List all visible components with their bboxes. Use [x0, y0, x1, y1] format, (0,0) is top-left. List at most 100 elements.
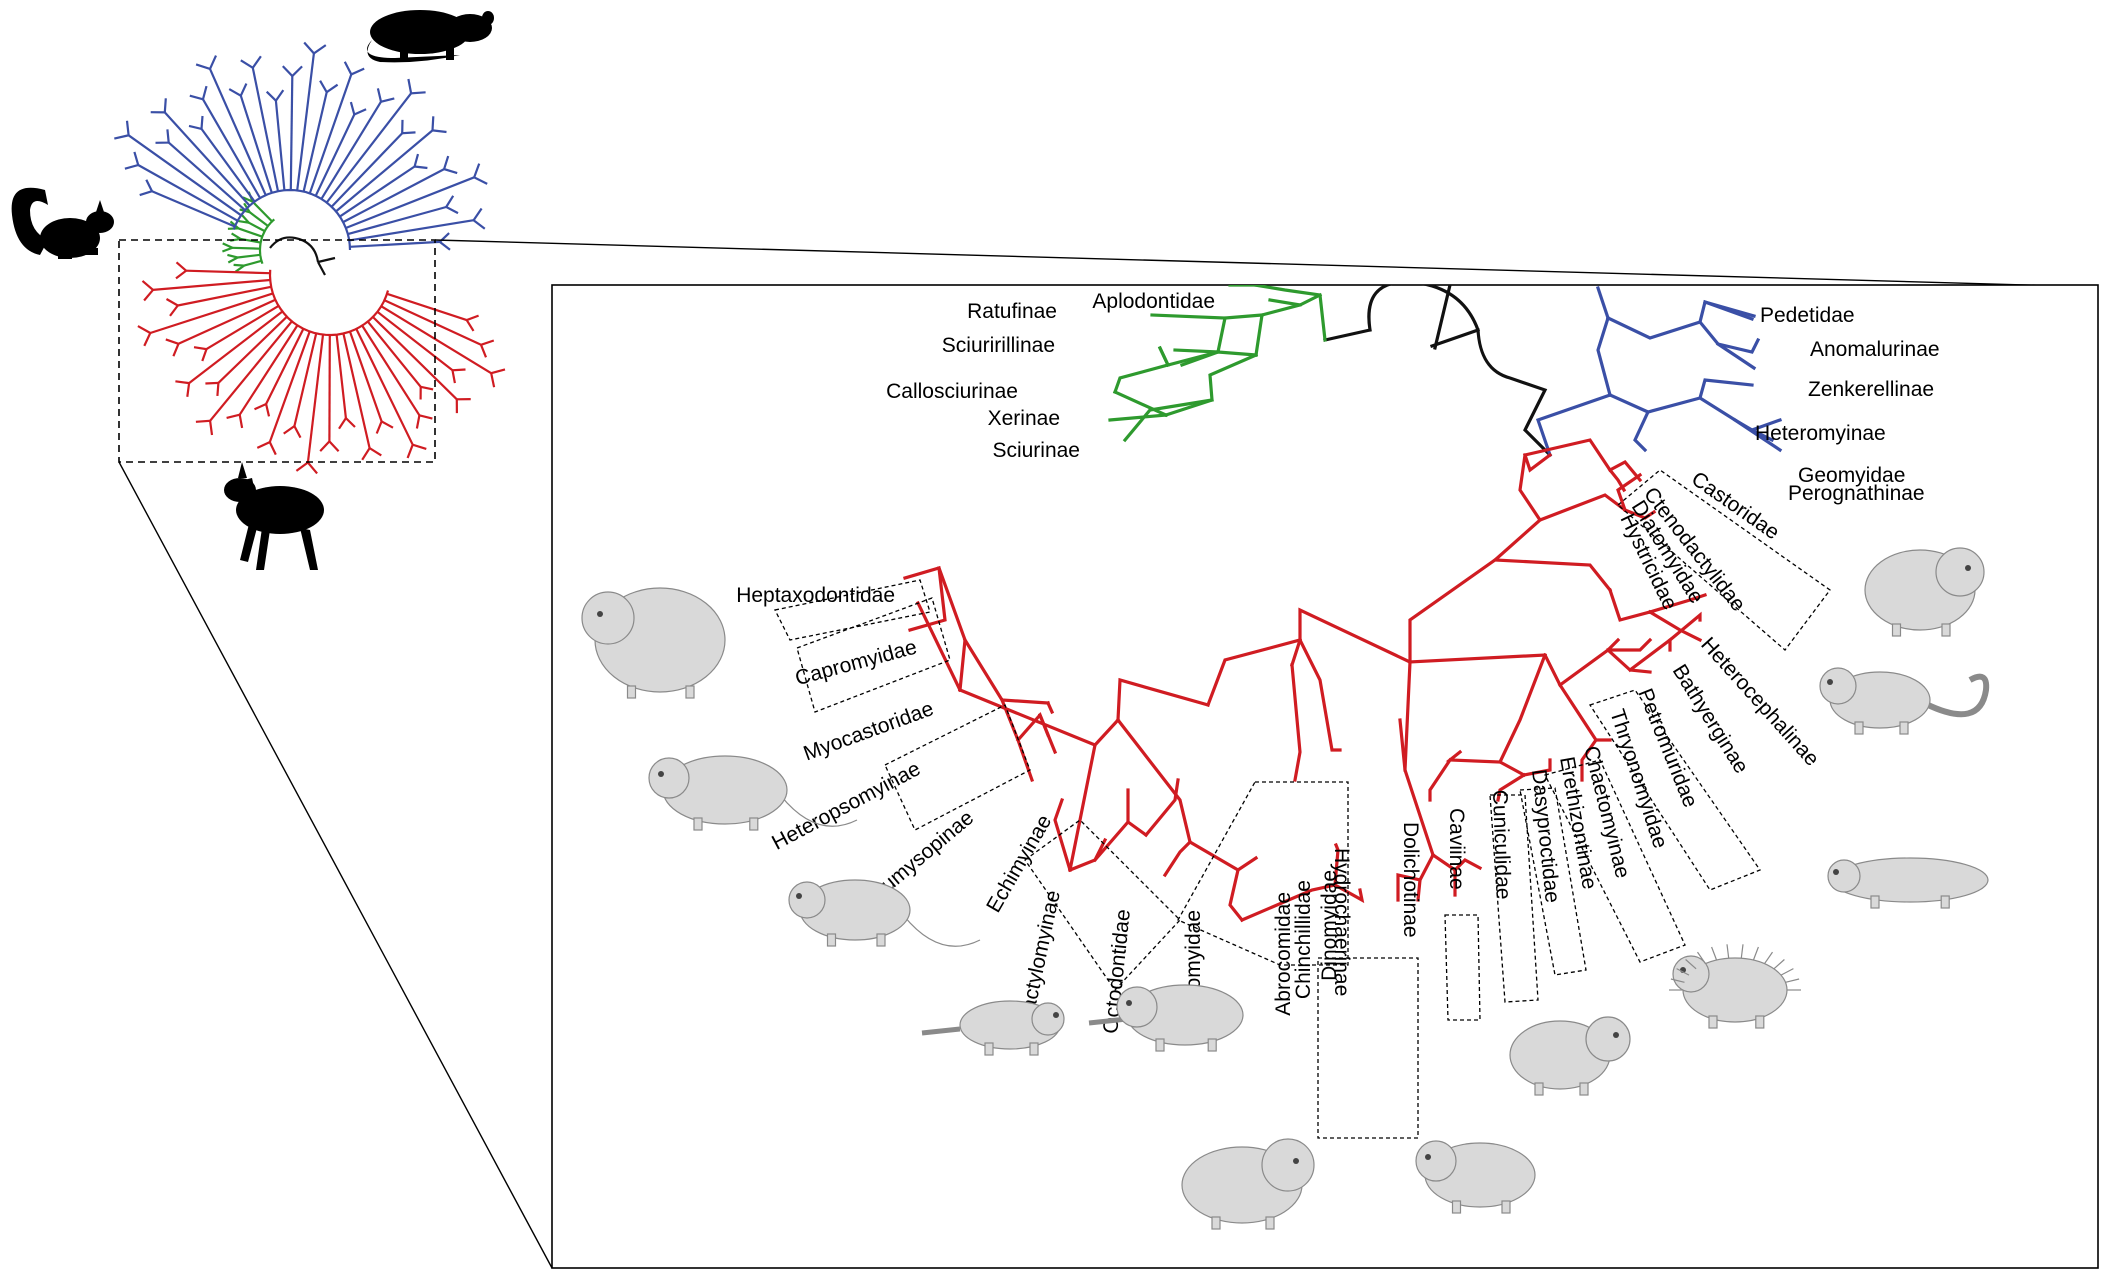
castorimorpha-branch — [1749, 427, 1775, 443]
hystricomorpha-branch — [1297, 637, 1342, 752]
taxon-label: Sciuririllinae — [942, 334, 1055, 357]
box-capromyidae — [774, 579, 931, 641]
overview-castorimorpha — [342, 168, 445, 224]
hystricomorpha-branch — [1496, 772, 1527, 802]
hystricomorpha-branch — [1239, 883, 1337, 923]
overview-hystricomorpha — [209, 320, 293, 422]
hystricomorpha-branch — [957, 687, 1098, 748]
overview-castorimorpha — [202, 98, 261, 199]
overview-castorimorpha — [303, 41, 327, 55]
illustration-porcupine — [1669, 944, 1801, 1029]
overview-hystricomorpha — [238, 324, 299, 416]
overview-castorimorpha — [431, 116, 447, 134]
squirrel-silhouette-icon — [11, 187, 114, 259]
sciuromorpha-branch — [1157, 345, 1171, 368]
overview-hystricomorpha — [455, 398, 471, 414]
taxon-label: Zenkerellinae — [1808, 378, 1934, 401]
overview-hystricomorpha — [489, 368, 506, 388]
illustration-spiny-rat — [788, 879, 981, 947]
overview-hystricomorpha — [188, 310, 284, 384]
sciuromorpha-branch — [1108, 413, 1168, 422]
castorimorpha-branch — [1703, 300, 1756, 318]
overview-castorimorpha — [274, 100, 286, 191]
illustration-gundi — [1864, 547, 1985, 637]
hystricomorpha-branch — [1228, 868, 1245, 923]
hystricomorpha-branch — [1332, 882, 1365, 904]
castorimorpha-branch — [1535, 392, 1613, 458]
overview-castorimorpha — [330, 132, 403, 208]
overview-hystricomorpha — [376, 310, 454, 372]
overview-sciuromorpha — [238, 214, 252, 225]
hystricomorpha-branch — [1333, 842, 1340, 887]
overview-castorimorpha — [320, 101, 382, 200]
taxon-label: Aplodontidae — [1092, 290, 1215, 313]
overview-hystricomorpha — [137, 325, 152, 347]
overview-hystricomorpha — [342, 333, 371, 449]
overview-hystricomorpha — [415, 413, 433, 429]
hystricomorpha-branch — [1205, 638, 1302, 708]
overview-castorimorpha — [232, 188, 352, 251]
hystricomorpha-branch — [1298, 607, 1413, 665]
hystricomorpha-branch — [1143, 778, 1180, 838]
hystricomorpha-branch — [1162, 839, 1193, 878]
overview-castorimorpha — [345, 176, 475, 230]
sciuromorpha-branch — [1163, 352, 1259, 418]
overview-castorimorpha — [349, 219, 474, 242]
overview-sciuromorpha — [232, 246, 261, 250]
overview-hystricomorpha — [256, 440, 277, 456]
illustration-degu — [1088, 984, 1244, 1052]
overview-castorimorpha — [308, 74, 353, 194]
illustration-mara — [1415, 1140, 1536, 1214]
overview-sciuromorpha — [249, 211, 269, 227]
overview-castorimorpha — [472, 207, 486, 230]
overview-castorimorpha — [325, 92, 412, 204]
castorimorpha-branch — [1633, 409, 1651, 453]
overview-castorimorpha — [319, 80, 339, 94]
hystricomorpha-branch — [915, 600, 963, 693]
overview-castorimorpha — [137, 164, 239, 222]
overview-hystricomorpha — [149, 292, 274, 335]
overview-hystricomorpha — [293, 333, 318, 427]
overview-castorimorpha — [376, 88, 395, 104]
illustration-hutia — [581, 587, 726, 699]
zoom-panel-frame — [551, 284, 2099, 1269]
overview-hystricomorpha — [295, 461, 318, 475]
overview-sciuromorpha — [239, 202, 253, 215]
overview-hystricomorpha — [479, 339, 495, 358]
taxon-label: Callosciurinae — [886, 380, 1018, 403]
overview-castorimorpha — [150, 98, 167, 114]
overview-hystricomorpha — [177, 285, 272, 307]
zoom-line-top — [434, 239, 2099, 288]
taxon-label: Dinomyidae — [1318, 870, 1341, 981]
overview-hystricomorpha — [338, 416, 356, 430]
overview-hystricomorpha — [451, 368, 466, 384]
overview-hystricomorpha — [175, 261, 188, 280]
overview-hystricomorpha — [254, 402, 271, 417]
castorimorpha-branch — [1596, 315, 1612, 397]
box-thryonomyidae-group — [1588, 689, 1761, 891]
sciuromorpha-branch — [1122, 398, 1214, 443]
box-cuniculidae — [1489, 794, 1539, 1003]
hystricomorpha-branch — [1037, 712, 1051, 738]
overview-hystricomorpha — [386, 292, 468, 322]
overview-castorimorpha — [127, 134, 242, 217]
hystricomorpha-branch — [1522, 758, 1552, 777]
overview-castorimorpha — [189, 85, 208, 101]
illustration-tuco-tuco — [921, 1000, 1065, 1056]
overview-castorimorpha — [302, 91, 328, 192]
sciuromorpha-branch — [1112, 363, 1170, 395]
overview-castorimorpha — [289, 75, 294, 191]
hystricomorpha-branch — [1045, 700, 1055, 715]
sciuromorpha-branch — [1179, 349, 1221, 368]
hystricomorpha-branch — [1428, 757, 1453, 802]
hystricomorpha-branch — [1616, 472, 1643, 513]
taxon-label: Abrocomidae — [1272, 892, 1295, 1016]
castorimorpha-branch — [1732, 417, 1783, 453]
zoomed-tree — [903, 285, 1783, 923]
hystricomorpha-branch — [908, 566, 947, 632]
overview-sciuromorpha — [237, 253, 261, 259]
box-hydrochaerinae-group — [1317, 957, 1419, 1139]
overview-castorimorpha — [208, 68, 267, 196]
overview-sciuromorpha — [233, 263, 248, 273]
overview-castorimorpha — [335, 129, 434, 213]
